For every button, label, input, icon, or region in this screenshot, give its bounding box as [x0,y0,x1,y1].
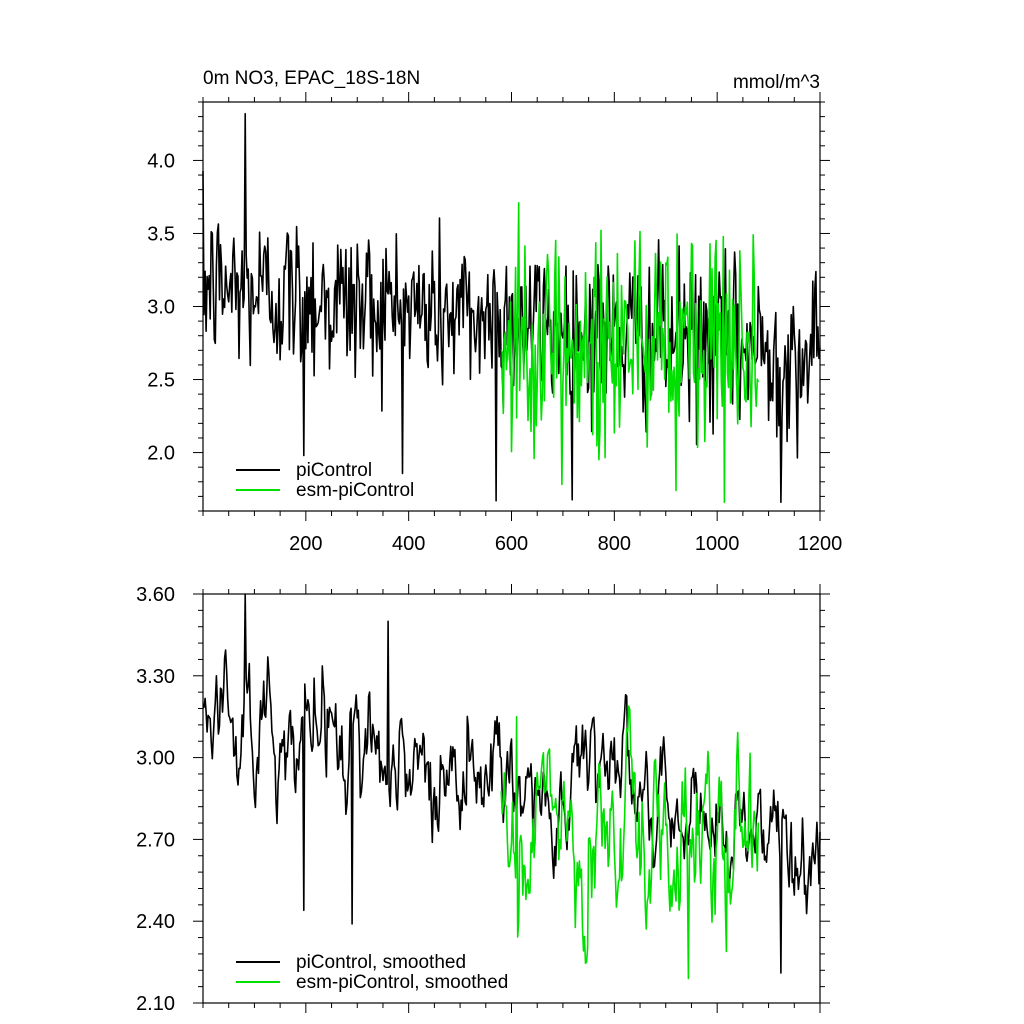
x-tick-label: 800 [598,533,631,555]
bottom-legend: piControl, smoothed esm-piControl, smoot… [236,952,508,993]
top-panel-title: 0m NO3, EPAC_18S-18N [203,68,420,89]
y-tick-label: 2.70 [136,829,175,851]
top-panel-units: mmol/m^3 [733,72,820,93]
top-panel: 0m NO3, EPAC_18S-18N mmol/m^3 200 400 600 8… [147,68,842,555]
x-tick-label: 400 [392,533,425,555]
y-tick-label: 2.0 [147,443,175,465]
top-plot-area [202,112,821,503]
plot-frame [202,593,821,1004]
legend-label-esm-picontrol-smoothed: esm-piControl, smoothed [296,972,508,993]
legend-label-picontrol-smoothed: piControl, smoothed [296,952,466,973]
series-line-esm-picontrol [500,202,760,503]
y-tick-label: 2.40 [136,911,175,933]
top-legend: piControl esm-piControl [236,460,414,501]
x-tick-label: 200 [289,533,322,555]
bottom-panel: 2.10 2.40 2.70 3.00 3.30 3.60 piControl, smoo… [136,584,830,1015]
y-tick-label: 2.10 [136,993,175,1015]
legend-label-esm-picontrol: esm-piControl [296,480,414,501]
series-line-esm-picontrol-smoothed [500,705,760,980]
top-axes: 200 400 600 800 1000 1200 2.0 2.5 3.0 3.5 4.0 [147,92,842,555]
x-tick-label: 1000 [695,533,740,555]
y-tick-label: 2.5 [147,370,175,392]
x-tick-label: 600 [495,533,528,555]
y-tick-label: 3.0 [147,297,175,319]
bottom-axes: 2.10 2.40 2.70 3.00 3.30 3.60 [136,584,830,1015]
x-tick-label: 1200 [798,533,843,555]
y-tick-label: 3.30 [136,666,175,688]
y-tick-label: 3.5 [147,223,175,245]
y-tick-label: 3.00 [136,748,175,770]
bottom-plot-area [202,593,821,980]
legend-label-picontrol: piControl [296,460,372,481]
y-tick-label: 3.60 [136,584,175,606]
y-tick-label: 4.0 [147,150,175,172]
